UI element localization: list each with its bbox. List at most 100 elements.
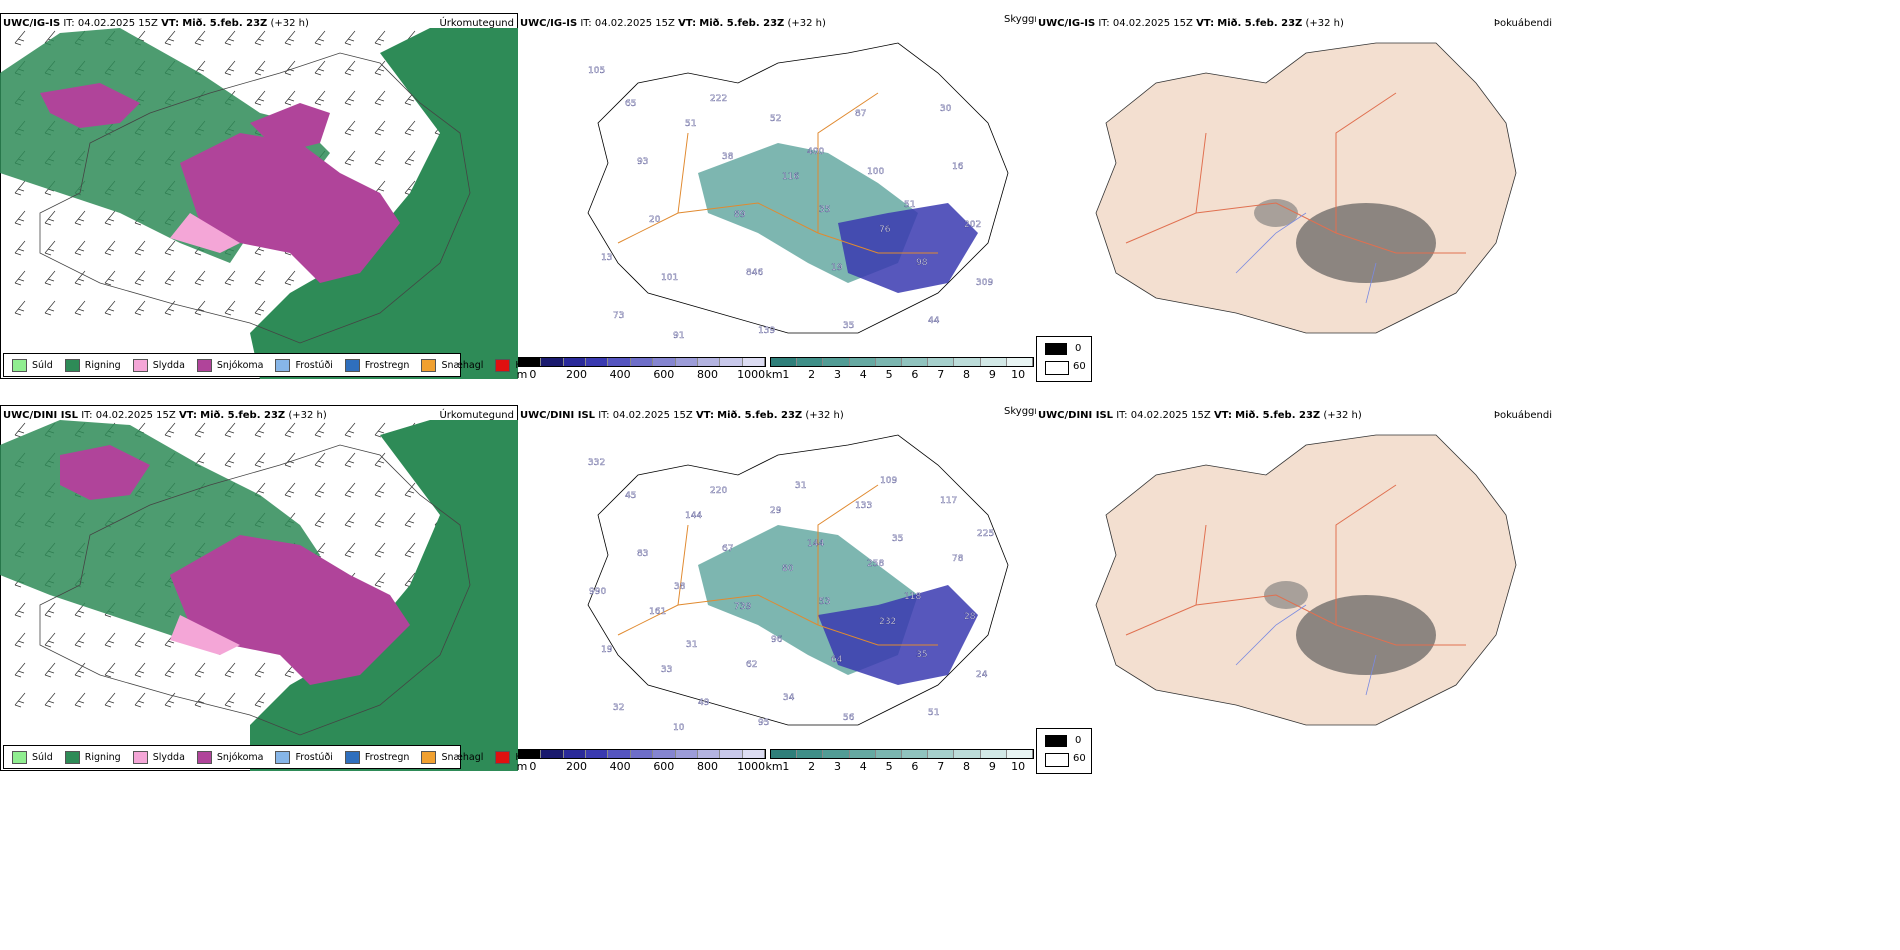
- wind-barb: [104, 210, 116, 226]
- cloudbase-label: 87: [855, 109, 866, 119]
- fog-legend-2: 0 60: [1036, 728, 1092, 774]
- wind-barb: [374, 90, 386, 106]
- cloudbase-label: 62: [746, 660, 757, 670]
- legend-label: Haglél: [515, 752, 518, 763]
- legend-label: Haglél: [515, 360, 518, 371]
- wind-barb: [14, 632, 26, 648]
- cloudbase-colorbar-1: m 0 200 400 600 800 1000: [517, 357, 766, 381]
- cloudbase-label: 101: [661, 273, 678, 283]
- wind-barb: [254, 662, 266, 678]
- legend-item: Frostúði: [275, 750, 333, 764]
- panel-header: UWC/DINI ISL IT: 04.02.2025 15Z VT: Mið.…: [520, 410, 844, 422]
- init-time: IT: 04.02.2025 15Z: [598, 410, 693, 421]
- colorbar-swatch: [630, 358, 654, 366]
- iceland-fill: [1095, 42, 1517, 334]
- fog-legend-black: [1045, 735, 1067, 747]
- cloud-map-2: 332 144 80 232 24 10 29 258 28 33 95 133 78 161 62 56 11…: [587, 434, 1009, 733]
- fog-area-small: [1254, 199, 1298, 227]
- panel-header: UWC/DINI ISL IT: 04.02.2025 15Z VT: Mið.…: [3, 410, 327, 422]
- colorbar-swatch: [675, 750, 698, 758]
- legend-item: Haglél: [495, 750, 518, 764]
- wind-barb: [284, 270, 296, 286]
- valid-time-label: VT:: [1196, 18, 1215, 29]
- snow-area-north: [40, 83, 140, 128]
- wind-barb: [314, 482, 326, 498]
- cloudbase-label: 51: [685, 119, 696, 129]
- wind-barb: [44, 632, 56, 648]
- legend-label: Snæhagl: [441, 359, 484, 371]
- legend-label: Súld: [32, 359, 53, 371]
- colorbar-swatch: [875, 750, 903, 758]
- legend-item: Frostúði: [275, 358, 333, 372]
- legend-item: Rigning: [64, 358, 121, 372]
- wind-barb: [44, 240, 56, 256]
- wind-barb: [14, 692, 26, 708]
- cloudbase-label: 400: [807, 147, 824, 157]
- wind-barb: [14, 662, 26, 678]
- colorbar-tick-label: 6: [911, 368, 919, 381]
- cloudbase-label: 51: [904, 200, 915, 210]
- wind-barb: [134, 240, 146, 256]
- cloudbase-label: 133: [855, 501, 872, 511]
- fog-map-2: [1095, 434, 1517, 726]
- valid-time-label: VT:: [695, 410, 714, 421]
- sleet-area: [170, 213, 240, 253]
- colorbar-tick-label: 5: [885, 368, 893, 381]
- cloudbase-label: 100: [867, 167, 884, 177]
- wind-barb: [314, 452, 326, 468]
- cloudbase-label: 144: [807, 539, 824, 549]
- colorbar-tick-label: 7: [937, 368, 945, 381]
- panel-title: Þokuábendi: [1493, 410, 1552, 421]
- colorbar-swatch: [519, 750, 542, 758]
- wind-barb: [74, 632, 86, 648]
- legend-swatch: [64, 358, 80, 372]
- cloud-labels-1: 105 51 116 76 309 91 52 100 202 101 139 87 16 20 846 35…: [588, 66, 994, 341]
- cloudbase-label: 990: [589, 587, 606, 597]
- cloudbase-label: 117: [940, 496, 957, 506]
- wind-barb: [74, 210, 86, 226]
- cloudbase-label: 31: [686, 640, 697, 650]
- cloudbase-label: 116: [782, 172, 799, 182]
- wind-barb: [164, 240, 176, 256]
- lead-time: (+32 h): [1323, 410, 1362, 421]
- colorbar-swatch: [675, 358, 698, 366]
- colorbar-tick-label: 800: [696, 760, 718, 773]
- cloudbase-label: 52: [770, 114, 781, 124]
- wind-barb: [254, 30, 266, 46]
- cloudbase-label: 98: [916, 258, 928, 268]
- wind-barb: [224, 300, 236, 316]
- precip-type-map-2: [0, 420, 518, 771]
- cloudbase-label: 64: [831, 655, 843, 665]
- init-time: IT: 04.02.2025 15Z: [81, 410, 176, 421]
- colorbar-swatch: [980, 750, 1007, 758]
- wind-barb: [284, 422, 296, 438]
- panel-header: UWC/IG-IS IT: 04.02.2025 15Z VT: Mið. 5.…: [520, 18, 826, 30]
- wind-barb: [74, 300, 86, 316]
- cloudbase-label: 202: [964, 220, 981, 230]
- cloudbase-label: 32: [613, 703, 624, 713]
- cloudbase-label: 739: [734, 602, 751, 612]
- wind-barb: [194, 270, 206, 286]
- legend-item: Frostregn: [344, 358, 409, 372]
- cloudbase-colorbar-labels: m 0 200 400 600 800 1000: [517, 367, 766, 381]
- colorbar-swatch: [586, 750, 609, 758]
- cloudbase-label: 49: [698, 698, 710, 708]
- cloudbase-label: 309: [976, 278, 993, 288]
- colorbar-tick-label: 9: [988, 760, 996, 773]
- wind-barb: [254, 60, 266, 76]
- wind-barb: [254, 452, 266, 468]
- legend-swatch: [132, 358, 148, 372]
- lead-time: (+32 h): [805, 410, 844, 421]
- wind-barb: [14, 240, 26, 256]
- wind-barb: [104, 240, 116, 256]
- cloudbase-label: 258: [867, 559, 884, 569]
- cloudbase-label: 24: [976, 670, 988, 680]
- colorbar-tick-label: 8: [963, 760, 971, 773]
- colorbar-unit: km: [765, 760, 783, 773]
- wind-barb: [374, 30, 386, 46]
- colorbar-tick-label: 0: [529, 368, 537, 381]
- wind-barb: [14, 180, 26, 196]
- colorbar-unit: m: [516, 760, 528, 773]
- colorbar-swatch: [563, 358, 587, 366]
- legend-swatch: [275, 358, 291, 372]
